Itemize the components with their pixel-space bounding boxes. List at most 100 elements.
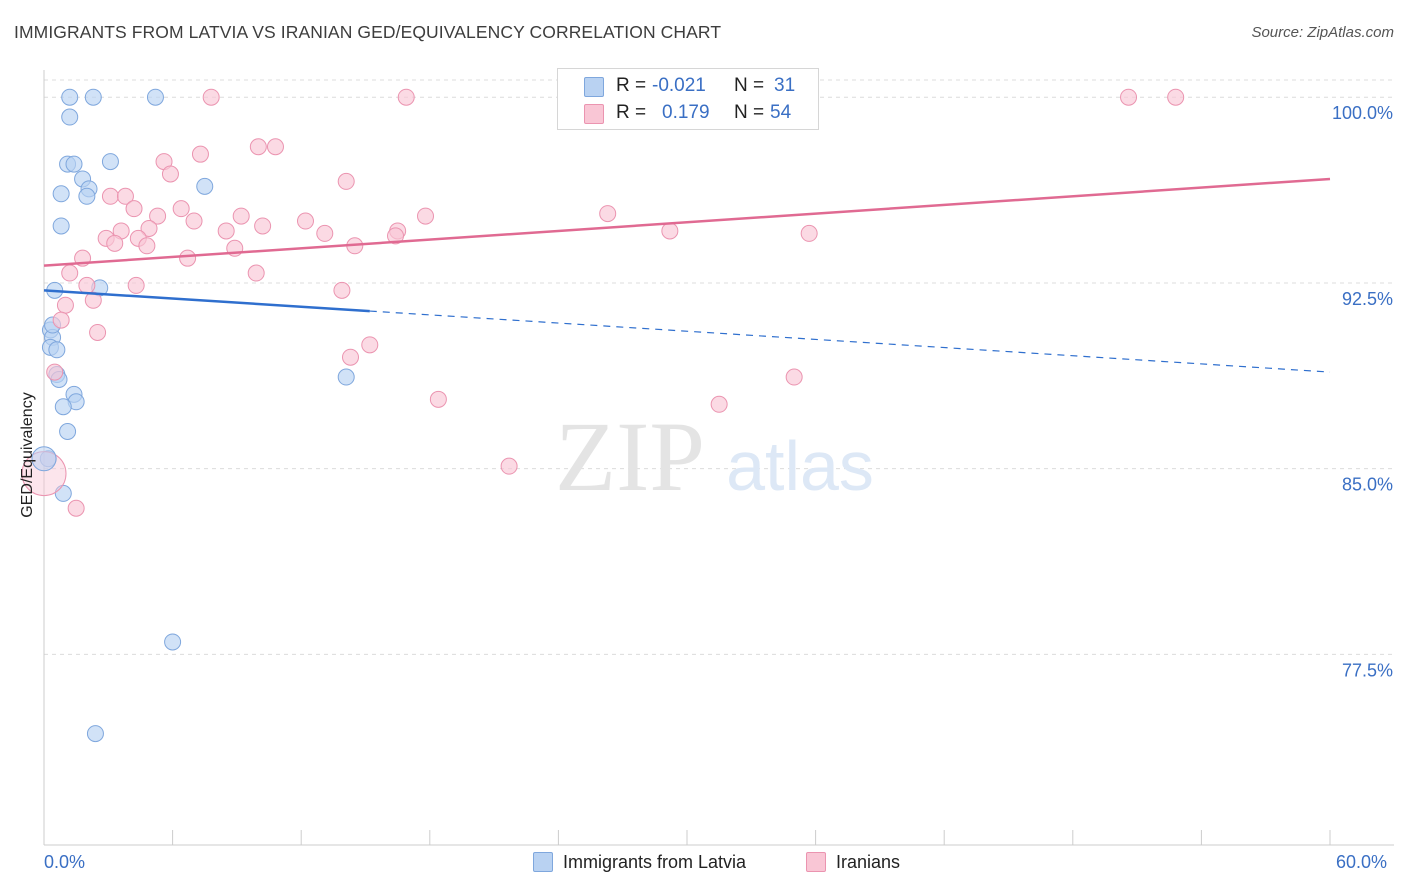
grid-lines <box>44 79 1394 655</box>
n-label: N = <box>734 75 765 96</box>
trend-line-latvia-extension <box>369 310 1331 373</box>
chart-title: IMMIGRANTS FROM LATVIA VS IRANIAN GED/EQ… <box>14 22 722 42</box>
point-iranians <box>429 390 447 408</box>
point-iranians <box>361 336 379 354</box>
point-latvia <box>86 725 104 743</box>
legend-label-iranians: Iranians <box>836 852 901 872</box>
point-iranians <box>140 219 158 237</box>
point-latvia <box>65 155 83 173</box>
point-iranians <box>125 200 143 218</box>
x-tick-label-max: 60.0% <box>1336 852 1388 872</box>
point-latvia <box>52 185 70 203</box>
point-iranians <box>149 207 167 225</box>
point-iranians <box>266 138 284 156</box>
point-iranians <box>101 187 119 205</box>
point-iranians <box>387 227 405 245</box>
trend-line-iranians <box>43 177 1331 267</box>
point-iranians <box>89 323 107 341</box>
point-iranians <box>232 207 250 225</box>
point-iranians <box>179 249 197 267</box>
point-latvia <box>48 341 66 359</box>
point-iranians <box>172 200 190 218</box>
point-iranians <box>127 276 145 294</box>
point-iranians <box>337 172 355 190</box>
r-label: R = <box>616 75 647 96</box>
point-latvia <box>196 177 214 195</box>
point-iranians <box>341 348 359 366</box>
point-iranians <box>202 88 220 106</box>
point-iranians <box>116 187 134 205</box>
point-latvia <box>31 446 57 472</box>
point-iranians <box>254 217 272 235</box>
point-iranians <box>800 224 818 242</box>
point-latvia <box>146 88 164 106</box>
point-iranians <box>710 395 728 413</box>
legend-swatch-latvia <box>533 852 553 872</box>
x-tick-label-min: 0.0% <box>44 852 86 872</box>
point-latvia <box>337 368 355 386</box>
legend-swatch-iranians <box>806 852 826 872</box>
point-iranians <box>247 264 265 282</box>
legend-swatch-latvia <box>584 77 604 97</box>
point-iranians <box>138 237 156 255</box>
point-iranians <box>106 234 124 252</box>
point-iranians <box>161 165 179 183</box>
point-iranians <box>56 296 74 314</box>
axes <box>43 70 1394 846</box>
n-label: N = <box>734 102 765 123</box>
y-tick-label: 77.5% <box>1342 660 1393 680</box>
y-tick-label: 100.0% <box>1332 103 1393 123</box>
point-iranians <box>397 88 415 106</box>
watermark-zip: ZIP <box>555 401 705 512</box>
point-latvia <box>78 187 96 205</box>
n-value-latvia: 31 <box>774 75 796 96</box>
point-iranians <box>249 138 267 156</box>
legend-item-iranians: Iranians <box>806 852 900 873</box>
point-iranians <box>191 145 209 163</box>
point-latvia <box>54 398 72 416</box>
point-iranians <box>46 363 64 381</box>
point-latvia <box>101 153 119 171</box>
legend-label-latvia: Immigrants from Latvia <box>563 852 747 872</box>
data-points <box>21 88 1185 743</box>
n-value-iranians: 54 <box>770 102 792 123</box>
trend-lines <box>43 177 1331 373</box>
point-iranians <box>61 264 79 282</box>
point-iranians <box>500 457 518 475</box>
point-iranians <box>1167 88 1185 106</box>
watermark-atlas: atlas <box>726 427 874 505</box>
point-latvia <box>61 88 79 106</box>
x-axis-ticks <box>43 830 1331 845</box>
legend-item-latvia: Immigrants from Latvia <box>533 852 746 873</box>
point-iranians <box>296 212 314 230</box>
point-iranians <box>417 207 435 225</box>
point-iranians <box>67 499 85 517</box>
trend-line-latvia <box>43 289 370 313</box>
point-iranians <box>316 224 334 242</box>
point-latvia <box>59 423 77 441</box>
r-value-latvia: -0.021 <box>652 75 706 96</box>
y-axis-label: GED/Equivalency <box>19 392 36 518</box>
correlation-legend: R = -0.021 N = 31 R = 0.179 N = 54 <box>557 68 819 130</box>
y-axis-tick-labels: 100.0% 92.5% 85.0% 77.5% <box>1332 103 1393 680</box>
point-iranians <box>333 281 351 299</box>
point-iranians <box>217 222 235 240</box>
point-latvia <box>164 633 182 651</box>
point-iranians <box>1120 88 1138 106</box>
point-iranians <box>78 276 96 294</box>
y-tick-label: 85.0% <box>1342 475 1393 495</box>
source-label: Source: ZipAtlas.com <box>1251 24 1394 41</box>
point-iranians <box>785 368 803 386</box>
point-latvia <box>61 108 79 126</box>
y-tick-label: 92.5% <box>1342 289 1393 309</box>
point-iranians <box>661 222 679 240</box>
point-iranians <box>599 205 617 223</box>
watermark: ZIP atlas <box>555 401 874 512</box>
point-latvia <box>52 217 70 235</box>
legend-swatch-iranians <box>584 104 604 124</box>
point-iranians <box>52 311 70 329</box>
point-iranians <box>185 212 203 230</box>
r-value-iranians: 0.179 <box>662 102 710 123</box>
point-latvia <box>84 88 102 106</box>
